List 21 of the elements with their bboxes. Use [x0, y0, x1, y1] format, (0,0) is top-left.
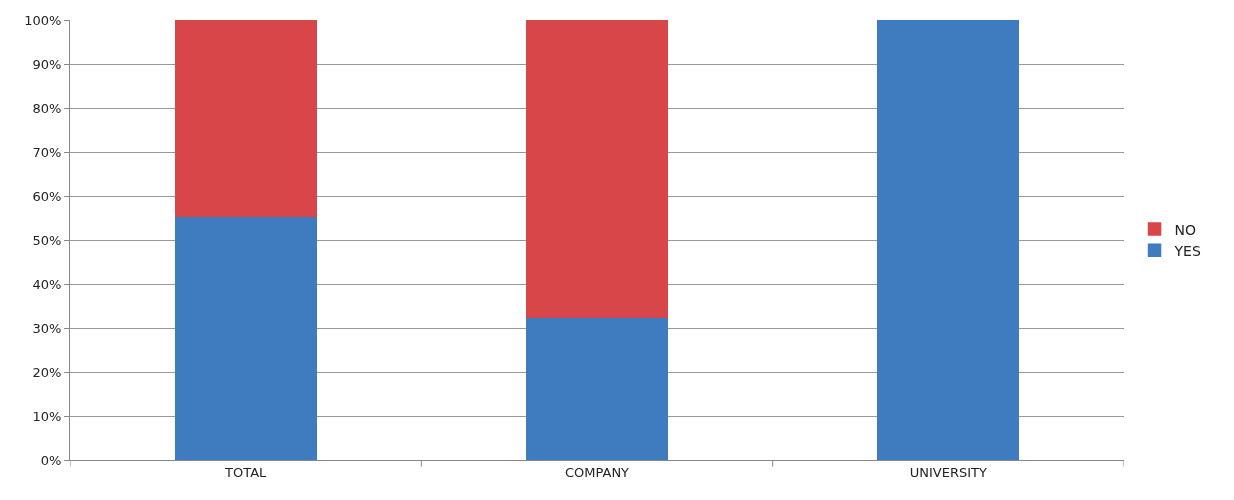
y-tick-label: 10%	[32, 408, 62, 424]
x-tick-label: COMPANY	[564, 464, 630, 480]
y-tick-label: 0%	[40, 452, 62, 468]
bar	[877, 20, 1020, 460]
bar	[525, 316, 669, 460]
bar	[174, 20, 317, 217]
x-tick-label: TOTAL	[224, 464, 268, 480]
bar	[525, 20, 669, 318]
legend-label: YES	[1173, 242, 1201, 259]
legend-label: NO	[1174, 221, 1197, 238]
y-tick-label: 90%	[32, 56, 62, 72]
x-tick-label: UNIVERSITY	[909, 464, 987, 480]
bar	[174, 215, 317, 460]
y-tick-label: 20%	[32, 364, 62, 380]
y-tick-label: 80%	[32, 100, 62, 116]
y-tick-label: 40%	[32, 276, 62, 292]
y-tick-label: 100%	[24, 12, 62, 28]
y-tick-label: 30%	[32, 320, 62, 336]
y-tick-label: 60%	[32, 188, 62, 204]
y-tick-label: 70%	[32, 144, 62, 160]
y-tick-label: 50%	[32, 232, 62, 248]
